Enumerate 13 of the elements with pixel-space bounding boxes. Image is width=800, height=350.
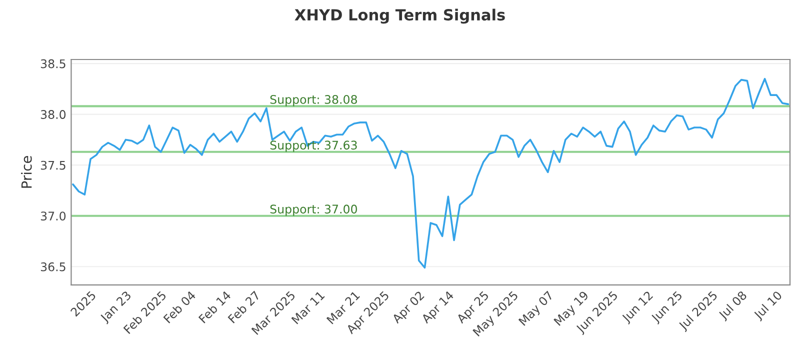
chart-title: XHYD Long Term Signals [294,8,505,24]
ref-line-label: Support: 37.63 [270,140,357,152]
x-tick-label: Jul 10 [752,290,784,322]
y-tick-label: 38.5 [40,59,66,68]
y-tick-label: 37.0 [40,212,66,221]
ref-line-label: Support: 38.08 [270,94,357,106]
y-tick-label: 37.5 [40,160,66,170]
x-tick-label: Jul 08 [718,290,749,322]
y-tick-label: 36.5 [40,262,66,272]
y-axis-title: Price [21,156,32,188]
ref-line-label: Support: 37.00 [270,204,357,216]
y-tick-label: 38.0 [40,110,66,119]
line-series [72,78,790,269]
